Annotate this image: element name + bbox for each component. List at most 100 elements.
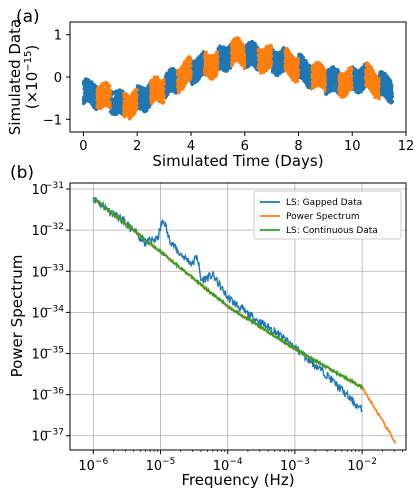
data-point <box>166 79 171 83</box>
data-point <box>388 80 392 84</box>
data-point <box>301 62 305 67</box>
data-point <box>307 64 311 68</box>
data-point <box>278 52 282 57</box>
data-point <box>178 79 182 83</box>
data-point <box>294 64 298 68</box>
data-point <box>388 92 392 96</box>
data-point <box>172 72 176 76</box>
data-point <box>378 74 382 78</box>
data-point <box>271 66 275 70</box>
data-point <box>215 56 219 60</box>
data-point <box>183 60 187 64</box>
data-point <box>138 105 142 109</box>
data-point <box>206 57 210 61</box>
data-point <box>149 79 153 84</box>
data-point <box>221 59 225 64</box>
data-point <box>134 96 138 100</box>
data-point <box>102 88 106 92</box>
data-point <box>379 88 383 92</box>
data-point <box>334 88 338 92</box>
data-point <box>295 61 299 65</box>
data-point <box>90 93 94 97</box>
data-point <box>213 70 217 74</box>
data-point <box>127 107 132 111</box>
data-point <box>82 96 86 100</box>
data-point <box>156 99 160 103</box>
data-point <box>131 106 135 110</box>
data-point <box>384 93 388 97</box>
data-point <box>117 99 121 103</box>
data-point <box>107 94 112 99</box>
data-point <box>111 112 116 116</box>
data-point <box>147 105 151 109</box>
data-point <box>235 36 240 40</box>
data-point <box>242 53 246 57</box>
data-point <box>222 57 227 61</box>
data-point <box>208 76 212 80</box>
data-point <box>386 76 391 80</box>
data-point <box>245 63 250 67</box>
data-point <box>267 60 272 64</box>
data-point <box>127 114 131 118</box>
data-point <box>274 50 278 54</box>
data-point <box>195 76 199 80</box>
data-point <box>153 85 157 89</box>
data-point <box>150 101 154 105</box>
data-point <box>277 58 281 62</box>
data-point <box>285 55 289 59</box>
data-point <box>287 70 291 74</box>
data-point <box>178 85 182 89</box>
data-point <box>257 48 261 52</box>
data-point <box>301 57 305 61</box>
data-point <box>381 71 385 76</box>
data-point <box>105 102 109 106</box>
data-point <box>203 50 207 55</box>
data-point <box>117 93 121 98</box>
data-point <box>205 69 209 73</box>
data-point <box>125 99 129 103</box>
data-point <box>226 46 230 50</box>
data-point <box>239 50 243 54</box>
data-point <box>189 64 193 68</box>
data-point <box>303 69 307 74</box>
data-point <box>353 71 357 76</box>
panel-a: (a) 0 2 4 6 8 10 12−101 Simulated Time (Days) … <box>6 7 414 170</box>
data-point <box>209 58 213 63</box>
data-point <box>138 92 143 96</box>
data-point <box>224 54 228 59</box>
data-point <box>355 90 359 94</box>
data-point <box>304 75 308 79</box>
data-point <box>219 52 223 56</box>
data-point <box>106 85 110 90</box>
data-point <box>327 86 331 90</box>
data-point <box>182 70 187 74</box>
data-point <box>117 96 121 101</box>
data-point <box>331 65 335 70</box>
data-point <box>168 89 172 94</box>
data-point <box>120 103 124 107</box>
data-point <box>145 109 149 113</box>
data-point <box>284 60 288 64</box>
data-point <box>187 55 191 59</box>
data-point <box>164 90 168 94</box>
data-point <box>359 67 363 71</box>
data-point <box>263 59 267 63</box>
data-point <box>203 72 207 76</box>
data-point <box>352 68 357 72</box>
data-point <box>112 101 116 105</box>
data-point <box>389 83 393 87</box>
data-point <box>304 59 308 63</box>
data-point <box>158 93 162 97</box>
data-point <box>110 108 114 112</box>
panel-a-data <box>81 36 394 121</box>
data-point <box>359 89 363 93</box>
data-point <box>139 101 143 106</box>
data-point <box>158 81 162 85</box>
data-point <box>124 105 128 109</box>
data-point <box>232 52 236 56</box>
data-point <box>269 63 273 67</box>
data-point <box>225 51 229 55</box>
data-point <box>211 61 215 65</box>
data-point <box>106 89 110 93</box>
data-point <box>253 41 257 45</box>
